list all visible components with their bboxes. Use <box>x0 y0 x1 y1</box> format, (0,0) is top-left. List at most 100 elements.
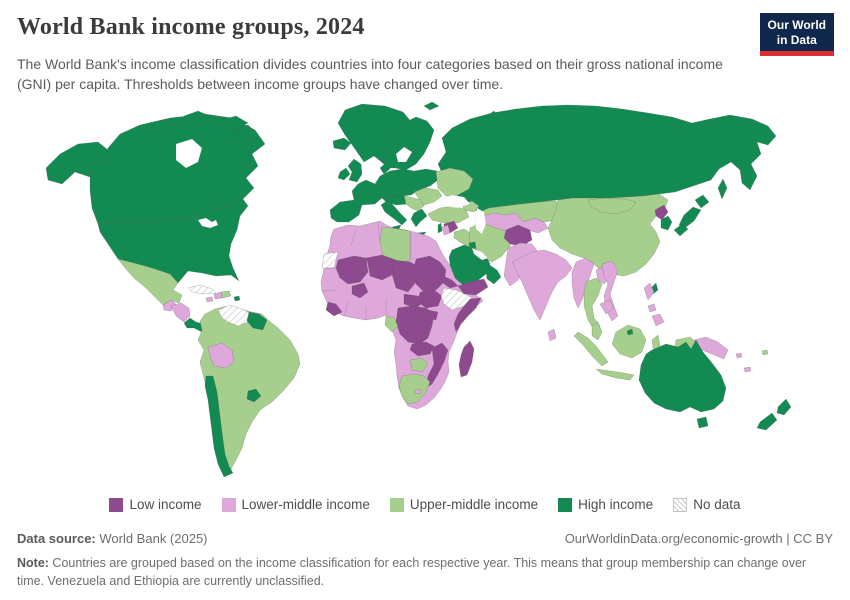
country-zambia[interactable] <box>409 341 435 357</box>
country-cuba[interactable] <box>187 284 217 295</box>
data-source-value: World Bank (2025) <box>95 531 208 546</box>
country-sri-lanka[interactable] <box>547 328 557 342</box>
license-label: | CC BY <box>782 531 833 546</box>
country-eritrea[interactable] <box>442 275 459 289</box>
country-india[interactable] <box>511 249 573 321</box>
footnote-value: Countries are grouped based on the incom… <box>17 556 807 589</box>
legend-item-no_data[interactable]: No data <box>673 497 741 512</box>
country-mongolia[interactable] <box>587 197 637 215</box>
owid-link[interactable]: OurWorldinData.org/economic-growth <box>564 531 783 546</box>
country-vietnam[interactable] <box>601 260 619 322</box>
country-oman[interactable] <box>485 263 502 285</box>
country-jordan[interactable] <box>441 224 451 236</box>
country-chad[interactable] <box>391 259 419 293</box>
country-madagascar[interactable] <box>458 340 475 378</box>
country-brunei[interactable] <box>626 328 634 336</box>
country-arctic-islands[interactable] <box>149 110 259 145</box>
country-puerto-rico[interactable] <box>233 295 241 302</box>
country-sakhalin[interactable] <box>717 178 728 200</box>
legend-item-high[interactable]: High income <box>558 497 653 512</box>
caspian-sea <box>474 207 487 235</box>
country-kuwait[interactable] <box>468 241 477 250</box>
country-somalia[interactable] <box>453 297 482 333</box>
country-malaysia-peninsula[interactable] <box>591 321 603 341</box>
country-russia[interactable] <box>437 104 777 213</box>
legend-item-upper_middle[interactable]: Upper-middle income <box>389 497 538 512</box>
legend-item-lower_middle[interactable]: Lower-middle income <box>221 497 370 512</box>
country-sudan[interactable] <box>412 255 447 293</box>
country-uk[interactable] <box>347 158 363 183</box>
country-canada[interactable] <box>89 113 266 225</box>
country-uae[interactable] <box>476 259 489 268</box>
country-mexico[interactable] <box>117 258 183 306</box>
country-new-zealand[interactable] <box>756 398 792 431</box>
country-denmark[interactable] <box>379 162 391 175</box>
country-sumatra[interactable] <box>573 331 609 367</box>
country-botswana[interactable] <box>409 357 429 373</box>
country-solomon-vanuatu[interactable] <box>735 352 752 373</box>
country-niger[interactable] <box>365 254 397 281</box>
black-sea <box>437 194 471 209</box>
country-gabon[interactable] <box>384 315 399 333</box>
country-western-sahara[interactable] <box>321 251 339 269</box>
owid-logo[interactable]: Our World in Data <box>759 13 834 57</box>
country-ukraine-belarus[interactable] <box>435 167 474 197</box>
country-afghanistan[interactable] <box>503 224 533 247</box>
country-thailand[interactable] <box>583 277 603 331</box>
country-uruguay[interactable] <box>246 388 262 403</box>
country-iberia[interactable] <box>329 199 363 223</box>
owid-logo-line2: in Data <box>776 32 817 47</box>
country-bolivia[interactable] <box>207 342 235 369</box>
country-australia[interactable] <box>638 339 727 413</box>
persian-gulf <box>471 247 489 261</box>
world-map <box>0 92 850 490</box>
country-south-africa[interactable] <box>398 373 431 405</box>
country-mozambique-malawi[interactable] <box>425 342 449 389</box>
country-balkans[interactable] <box>403 195 425 212</box>
country-lesotho[interactable] <box>414 388 422 395</box>
country-israel[interactable] <box>437 222 443 234</box>
country-borders <box>321 222 412 320</box>
country-drc[interactable] <box>395 305 435 345</box>
country-north-korea[interactable] <box>654 204 669 221</box>
world-map-svg <box>45 101 792 478</box>
legend-label-high: High income <box>578 497 654 512</box>
country-svalbard[interactable] <box>423 101 440 111</box>
country-usa[interactable] <box>97 198 249 284</box>
country-cambodia[interactable] <box>599 299 615 315</box>
chart-subtitle: The World Bank's income classification d… <box>17 56 723 92</box>
legend-swatch-no_data <box>673 497 688 512</box>
country-tasmania[interactable] <box>696 416 709 429</box>
footnote-label: Note: <box>17 556 49 570</box>
country-chile[interactable] <box>204 375 234 478</box>
legend-swatch-low <box>109 497 124 512</box>
country-japan[interactable] <box>673 194 710 237</box>
country-ireland[interactable] <box>337 167 351 181</box>
country-yemen[interactable] <box>457 278 489 296</box>
legend-item-low[interactable]: Low income <box>109 497 202 512</box>
country-sierra-leone-liberia[interactable] <box>325 301 343 317</box>
country-uganda[interactable] <box>427 309 439 321</box>
country-turkey[interactable] <box>427 205 470 224</box>
country-fiji[interactable] <box>761 349 769 356</box>
country-central-african-republic[interactable] <box>403 293 425 309</box>
country-mali[interactable] <box>335 255 369 285</box>
page-title: World Bank income groups, 2024 <box>17 14 365 40</box>
legend-swatch-high <box>558 497 573 512</box>
source-links: OurWorldinData.org/economic-growth | CC … <box>565 531 833 546</box>
source-row: Data source: World Bank (2025) OurWorldi… <box>17 531 833 546</box>
country-myanmar[interactable] <box>571 257 595 309</box>
country-jamaica[interactable] <box>205 296 214 303</box>
data-source-label: Data source: <box>17 531 96 546</box>
country-borneo[interactable] <box>611 324 647 359</box>
country-philippines[interactable] <box>643 282 665 327</box>
country-java[interactable] <box>595 368 635 381</box>
country-iceland[interactable] <box>332 137 352 151</box>
country-guyana-suriname[interactable] <box>246 311 268 331</box>
country-dominican-republic[interactable] <box>220 290 232 299</box>
country-scandinavia[interactable] <box>381 116 435 171</box>
country-honduras-nicaragua[interactable] <box>170 302 191 323</box>
country-burkina-faso[interactable] <box>351 282 369 299</box>
country-south-korea[interactable] <box>660 215 673 231</box>
